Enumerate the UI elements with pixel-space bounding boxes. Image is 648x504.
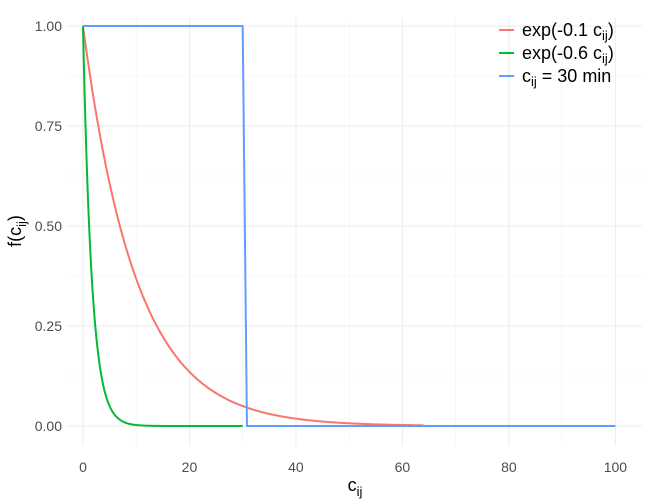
y-tick-label: 0.50: [35, 218, 62, 234]
legend-label-text-end: ): [608, 20, 614, 40]
series-line-step30: [82, 25, 616, 427]
major-gridlines: [67, 18, 642, 446]
x-axis-ticks: 0 20 40 60 80 100: [79, 459, 627, 475]
legend-label-text-end: = 30 min: [537, 66, 612, 86]
legend-label-exp06: exp(-0.6 cij): [522, 43, 614, 66]
legend-label-subscript: ij: [602, 28, 608, 43]
x-tick-label: 80: [501, 459, 517, 475]
y-tick-label: 0.00: [35, 418, 62, 434]
x-axis-title-subscript: ij: [357, 484, 363, 499]
y-axis-title-main: f(c: [5, 227, 25, 247]
x-tick-label: 0: [79, 459, 87, 475]
y-axis-title-subscript: ij: [14, 221, 29, 227]
legend-label-text: c: [522, 66, 531, 86]
x-tick-label: 60: [395, 459, 411, 475]
legend-label-text-end: ): [608, 43, 614, 63]
legend-item-step30: cij = 30 min: [499, 66, 611, 89]
y-tick-label: 0.75: [35, 118, 62, 134]
legend-label-text: exp(-0.1 c: [522, 20, 602, 40]
legend-label-text: exp(-0.6 c: [522, 43, 602, 63]
legend-label-exp01: exp(-0.1 cij): [522, 20, 614, 43]
x-tick-label: 100: [604, 459, 628, 475]
legend-item-exp06: exp(-0.6 cij): [499, 43, 614, 66]
legend-label-step30: cij = 30 min: [522, 66, 611, 89]
legend-item-exp01: exp(-0.1 cij): [499, 20, 614, 43]
y-tick-label: 0.25: [35, 318, 62, 334]
y-axis-title: f(cij): [5, 215, 29, 247]
series-line-exp01: [81, 25, 424, 427]
y-tick-label: 1.00: [35, 18, 62, 34]
y-axis-title-close: ): [5, 215, 25, 221]
legend-label-subscript: ij: [602, 51, 608, 66]
series-lines: [81, 25, 616, 427]
legend: exp(-0.1 cij)exp(-0.6 cij) cij = 30 min: [499, 20, 614, 89]
x-axis-title-main: c: [348, 475, 357, 495]
x-tick-label: 40: [288, 459, 304, 475]
y-axis-ticks: 0.00 0.25 0.50 0.75 1.00: [35, 18, 62, 434]
legend-label-subscript: ij: [531, 74, 537, 89]
x-tick-label: 20: [182, 459, 198, 475]
x-axis-title: cij: [348, 475, 363, 499]
series-line-exp06: [81, 25, 244, 427]
